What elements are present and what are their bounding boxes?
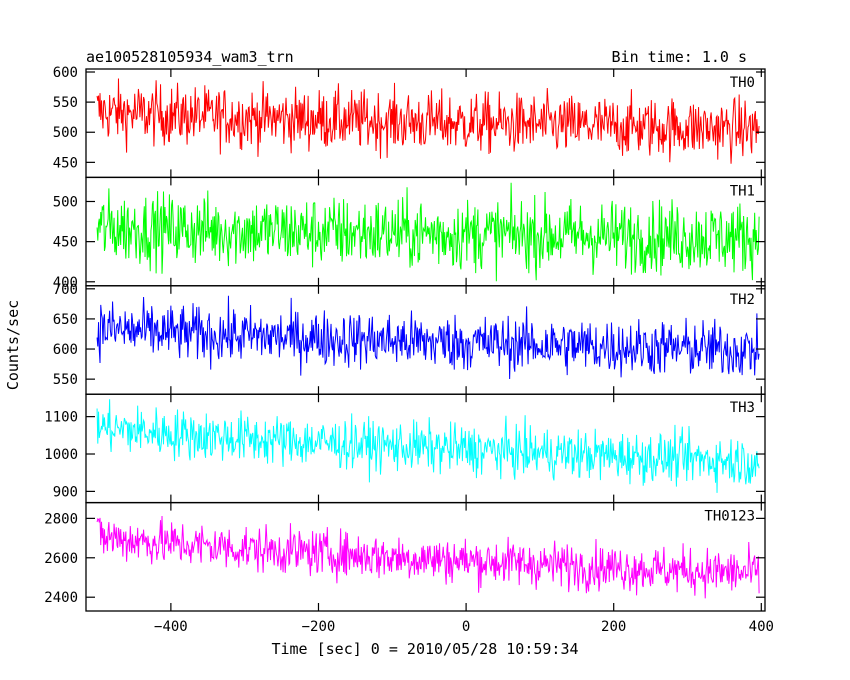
x-tick-label: −400 bbox=[154, 619, 188, 635]
panel-frame-th0123 bbox=[85, 501, 766, 612]
y-tick-label: 1100 bbox=[44, 410, 78, 426]
x-axis-title: Time [sec] 0 = 2010/05/28 10:59:34 bbox=[271, 640, 578, 658]
bin-time-label: Bin time: 1.0 s bbox=[612, 48, 747, 66]
y-tick-label: 550 bbox=[53, 372, 78, 388]
y-tick-label: 650 bbox=[53, 312, 78, 328]
x-tick-label: −200 bbox=[302, 619, 336, 635]
panel-label-th3: TH3 bbox=[730, 400, 755, 416]
y-tick-label: 500 bbox=[53, 125, 78, 141]
y-tick-label: 2400 bbox=[44, 590, 78, 606]
x-tick-label: 200 bbox=[601, 619, 626, 635]
panel-frame-th3 bbox=[85, 393, 766, 504]
panel-label-th1: TH1 bbox=[730, 183, 755, 199]
y-tick-label: 550 bbox=[53, 95, 78, 111]
y-tick-label: 450 bbox=[53, 155, 78, 171]
series-line-th1 bbox=[96, 182, 760, 282]
y-tick-label: 700 bbox=[53, 282, 78, 298]
y-tick-label: 450 bbox=[53, 235, 78, 251]
series-line-th0123 bbox=[96, 516, 760, 599]
panel-label-th2: TH2 bbox=[730, 292, 755, 308]
series-line-th0 bbox=[96, 78, 760, 164]
y-tick-label: 600 bbox=[53, 65, 78, 81]
y-tick-label: 2800 bbox=[44, 511, 78, 527]
y-tick-label: 400 bbox=[53, 275, 78, 291]
panels-group: 450 500 550 600 TH0 400 450 500 TH1 550 600 650 700 T… bbox=[44, 65, 774, 635]
series-line-th3 bbox=[96, 399, 760, 493]
panel-label-th0123: TH0123 bbox=[704, 509, 755, 525]
y-tick-label: 500 bbox=[53, 194, 78, 210]
chart-title: ae100528105934_wam3_trn bbox=[86, 48, 294, 66]
y-tick-label: 900 bbox=[53, 484, 78, 500]
panel-label-th0: TH0 bbox=[730, 75, 755, 91]
y-axis-title: Counts/sec bbox=[4, 300, 22, 390]
y-tick-label: 1000 bbox=[44, 447, 78, 463]
x-tick-label: 400 bbox=[749, 619, 774, 635]
x-tick-label: 0 bbox=[462, 619, 470, 635]
y-tick-label: 600 bbox=[53, 342, 78, 358]
y-tick-label: 2600 bbox=[44, 551, 78, 567]
series-line-th2 bbox=[96, 295, 760, 379]
